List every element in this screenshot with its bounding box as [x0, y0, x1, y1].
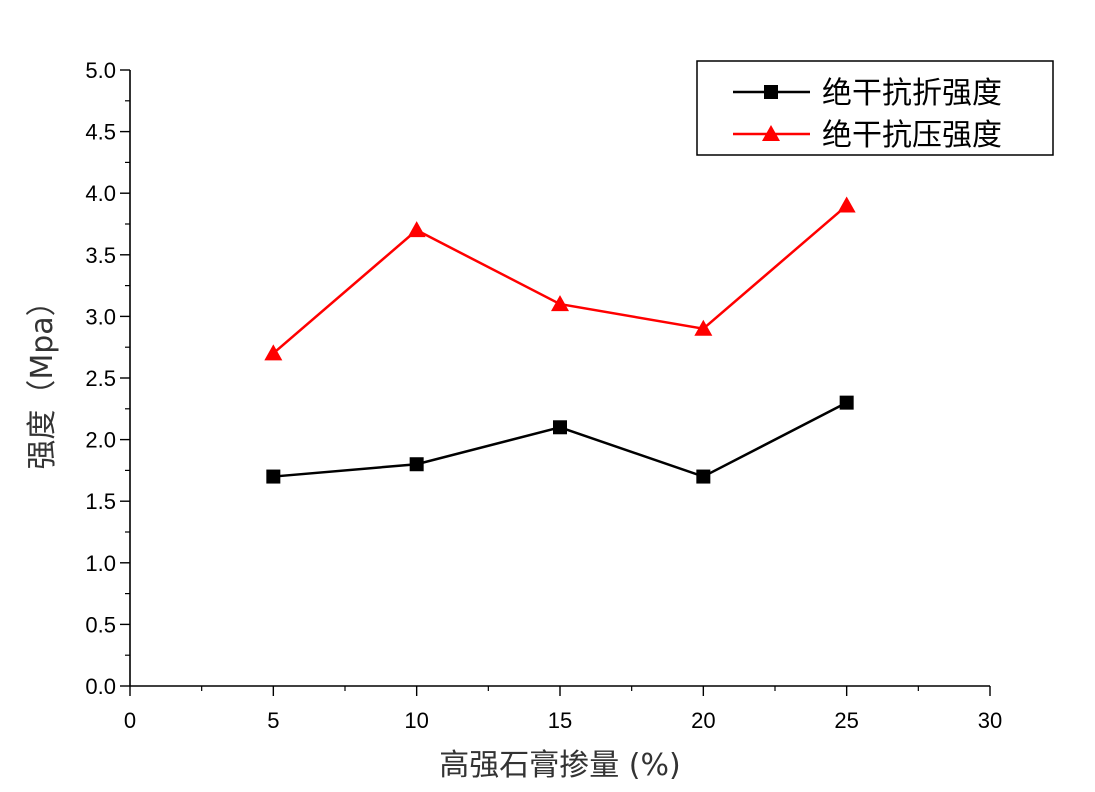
x-tick-label: 0: [124, 708, 136, 733]
x-tick-label: 5: [267, 708, 279, 733]
y-tick-label: 4.0: [85, 181, 116, 206]
legend-item: 绝干抗折强度: [733, 76, 1002, 111]
data-point-triangle: [837, 196, 856, 213]
legend-label: 绝干抗折强度: [822, 76, 1002, 111]
legend-item: 绝干抗压强度: [733, 118, 1002, 153]
y-tick-label: 4.5: [85, 120, 116, 145]
x-tick-label: 15: [548, 708, 572, 733]
data-point-square: [553, 420, 567, 435]
x-axis-title: 高强石膏掺量 (%): [439, 748, 680, 783]
y-tick-label: 3.0: [85, 304, 116, 329]
x-tick-label: 30: [978, 708, 1002, 733]
y-tick-label: 1.5: [85, 489, 116, 514]
legend-marker: [762, 125, 780, 141]
series-layer: [264, 196, 856, 484]
x-axis-ticks: 0 5 10 15 20 25 30: [124, 686, 1002, 733]
series-line: [273, 401, 848, 478]
y-tick-label: 0.5: [85, 612, 116, 637]
data-point-triangle: [551, 295, 569, 312]
legend-label: 绝干抗压强度: [822, 118, 1002, 153]
data-point-square: [266, 469, 281, 484]
legend-box: [696, 60, 1054, 156]
y-axis-ticks: 0.0 0.5 1.0 1.5 2.0 2.5 3.0 3.5 4.0 4.5 5.0: [85, 58, 130, 699]
y-tick-label: 1.0: [85, 551, 116, 576]
x-tick-label: 20: [691, 708, 715, 733]
y-tick-label: 3.5: [85, 243, 116, 268]
series-line: [272, 204, 848, 355]
x-tick-label: 25: [834, 708, 858, 733]
data-point-square: [696, 469, 711, 484]
series-1: [266, 395, 854, 484]
data-point-square: [839, 395, 854, 410]
y-tick-label: 5.0: [85, 58, 116, 83]
data-point-triangle: [407, 221, 426, 238]
data-point-triangle: [264, 344, 283, 361]
x-tick-label: 10: [404, 708, 428, 733]
y-axis-title: 强度（Mpa）: [25, 286, 60, 469]
legend-marker: [764, 85, 778, 99]
data-point-triangle: [694, 319, 713, 336]
y-tick-label: 0.0: [85, 674, 116, 699]
y-tick-label: 2.5: [85, 366, 116, 391]
series-2: [264, 196, 856, 361]
axes: [129, 70, 990, 687]
data-point-square: [409, 457, 424, 472]
y-tick-label: 2.0: [85, 428, 116, 453]
